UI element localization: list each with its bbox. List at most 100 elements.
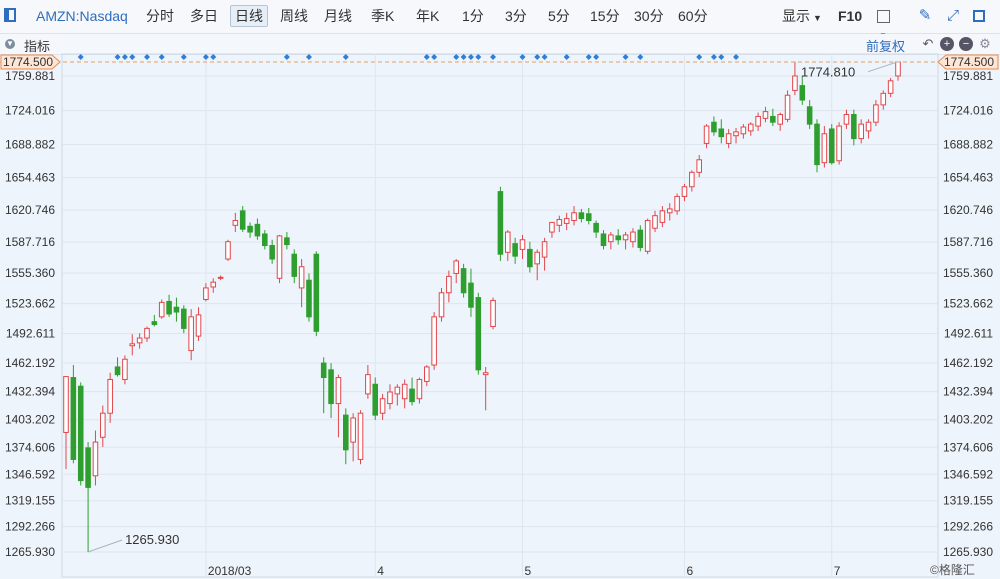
y-tick-label-left: 1620.746: [5, 203, 55, 217]
event-marker-icon: [158, 54, 165, 60]
candle-body: [887, 80, 894, 94]
period-tab-monthly[interactable]: 月线: [324, 8, 352, 24]
candle-up: [482, 366, 489, 411]
x-axis: 2018/03 4 5 6 7: [208, 564, 841, 578]
candle-up: [158, 299, 165, 319]
candle-down: [328, 363, 334, 419]
candle-body: [821, 133, 828, 164]
candle-down: [166, 294, 172, 317]
candles: [63, 61, 901, 552]
candle-down: [497, 186, 504, 261]
f10-button[interactable]: F10: [838, 8, 863, 24]
period-tab-1min[interactable]: 1分: [462, 8, 484, 24]
period-tab-60min[interactable]: 60分: [678, 8, 708, 24]
adjust-mode-link[interactable]: 前复权: [866, 39, 906, 54]
candle-body: [718, 128, 725, 138]
candle-body: [188, 316, 194, 352]
pencil-icon[interactable]: ✎: [918, 7, 932, 24]
period-tab-multiday[interactable]: 多日: [190, 8, 218, 24]
y-tick-label-left: 1555.360: [5, 266, 55, 280]
period-tab-daily[interactable]: 日线: [230, 5, 268, 27]
sidebar-toggle-icon[interactable]: [4, 8, 16, 22]
candle-body: [549, 221, 555, 233]
period-tab-15min[interactable]: 15分: [590, 8, 620, 24]
candle-down: [70, 365, 77, 464]
candle-body: [770, 115, 776, 123]
candle-up: [563, 212, 570, 231]
candle-up: [630, 228, 636, 248]
y-tick-label-right: 1346.592: [943, 467, 993, 481]
candle-body: [556, 219, 563, 226]
collapse-icon[interactable]: ▼: [5, 39, 15, 49]
expand-icon[interactable]: [970, 7, 988, 25]
candle-body: [306, 279, 312, 318]
x-tick-label: 2018/03: [208, 564, 252, 578]
candle-down: [409, 377, 415, 406]
candle-down: [239, 206, 246, 233]
period-tab-yearly[interactable]: 年K: [416, 8, 440, 24]
candle-up: [549, 221, 555, 238]
candle-body: [151, 321, 158, 326]
settings-icon[interactable]: ⚙: [979, 36, 991, 51]
period-tab-intraday[interactable]: 分时: [146, 8, 174, 24]
y-tick-label-left: 1403.202: [5, 413, 55, 427]
y-tick-label-left: 1724.016: [5, 104, 55, 118]
candle-up: [689, 170, 695, 192]
symbol-label[interactable]: AMZN:Nasdaq: [36, 8, 128, 24]
y-tick-label-right: 1620.746: [943, 203, 993, 217]
candle-body: [343, 414, 349, 451]
candle-body: [622, 234, 629, 241]
period-tab-weekly[interactable]: 周线: [280, 8, 308, 24]
candle-body: [836, 125, 842, 162]
y-tick-label-right: 1492.611: [944, 327, 993, 341]
candle-body: [777, 114, 783, 125]
candle-body: [828, 128, 835, 164]
candle-body: [92, 441, 99, 477]
candle-body: [659, 210, 666, 223]
zoom-in-icon[interactable]: +: [940, 37, 954, 51]
period-tab-quarterly[interactable]: 季K: [371, 8, 395, 24]
display-dropdown[interactable]: 显示 ▼: [782, 7, 822, 27]
candle-body: [490, 299, 496, 327]
y-tick-label-right: 1265.930: [943, 545, 993, 559]
candle-body: [851, 114, 857, 140]
candle-up: [644, 218, 651, 255]
period-tab-3min[interactable]: 3分: [505, 8, 527, 24]
y-tick-label-left: 1374.606: [5, 440, 55, 454]
candle-body: [814, 123, 820, 166]
candle-up: [740, 124, 747, 139]
event-marker-icon: [696, 54, 703, 60]
candle-up: [571, 206, 577, 226]
candle-down: [313, 251, 320, 337]
y-tick-label-right: 1654.463: [943, 171, 993, 185]
candle-body: [409, 388, 415, 403]
undo-icon[interactable]: ↶: [922, 36, 934, 51]
candle-up: [217, 275, 224, 281]
candle-up: [350, 413, 356, 462]
candle-up: [762, 106, 769, 123]
candle-body: [733, 131, 739, 137]
candle-body: [600, 233, 607, 247]
candle-body: [144, 327, 150, 339]
event-marker-icon: [342, 54, 349, 60]
candle-body: [504, 231, 511, 253]
chevron-down-icon: ▼: [813, 13, 822, 23]
zoom-out-icon[interactable]: −: [959, 37, 973, 51]
candle-body: [527, 248, 533, 268]
fullscreen-icon[interactable]: ⤢: [946, 7, 959, 24]
indicator-label[interactable]: 指标: [24, 39, 51, 54]
y-tick-label-left: 1462.192: [5, 356, 55, 370]
candle-body: [755, 115, 761, 127]
candle-body: [313, 253, 320, 332]
period-tab-5min[interactable]: 5分: [548, 8, 570, 24]
candle-up: [232, 212, 239, 233]
period-tab-30min[interactable]: 30分: [634, 8, 664, 24]
event-marker-icon: [283, 54, 290, 60]
event-marker-icon: [563, 54, 570, 60]
candle-up: [777, 112, 783, 131]
y-tick-label-right: 1374.606: [943, 440, 993, 454]
y-tick-label-right: 1462.192: [943, 356, 993, 370]
candle-down: [851, 109, 857, 146]
candle-up: [792, 61, 798, 96]
